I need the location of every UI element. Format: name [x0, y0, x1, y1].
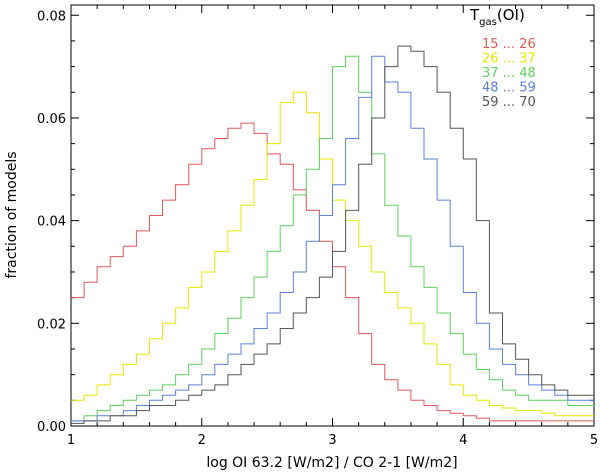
series-line-0: [71, 122, 594, 422]
legend-entry-high: 26: [519, 37, 536, 52]
legend-entry-separator: ...: [499, 37, 520, 52]
series-line-4: [71, 45, 594, 424]
legend-title-subscript: gas: [479, 17, 497, 28]
legend-entry-high: 48: [519, 66, 536, 81]
legend-title-main: T: [469, 6, 480, 24]
x-axis-ticks: 1 2 3 4 5: [67, 5, 598, 448]
legend-entry-3: 48 ... 59: [482, 81, 536, 96]
legend-entry-low: 15: [482, 37, 499, 52]
legend-entry-low: 59: [482, 95, 499, 110]
y-axis-title: fraction of models: [4, 151, 20, 278]
legend-entry-separator: ...: [499, 81, 520, 96]
y-tick-label: 0.08: [37, 9, 66, 24]
legend-entry-low: 37: [482, 66, 499, 81]
legend-entry-4: 59 ... 70: [482, 95, 536, 110]
series-line-3: [71, 55, 594, 422]
y-tick-label: 0.04: [37, 215, 66, 230]
x-tick-label: 4: [459, 433, 467, 448]
legend-entry-separator: ...: [499, 95, 520, 110]
legend-title-rest: (OI): [497, 6, 525, 24]
x-axis-title: log OI 63.2 [W/m2] / CO 2-1 [W/m2]: [206, 455, 457, 471]
series-layer: [71, 45, 594, 424]
x-tick-label: 5: [590, 433, 598, 448]
legend-title: Tgas(OI): [469, 6, 525, 28]
x-tick-label: 3: [328, 433, 336, 448]
legend-entry-separator: ...: [499, 52, 520, 67]
legend-entry-2: 37 ... 48: [482, 66, 536, 81]
series-line-2: [71, 55, 594, 422]
y-axis-ticks: 0.00 0.02 0.04 0.06 0.08: [37, 9, 594, 435]
y-tick-label: 0.00: [37, 420, 66, 435]
legend-entry-high: 37: [519, 52, 536, 67]
x-tick-label: 2: [198, 433, 206, 448]
legend-entry-separator: ...: [499, 66, 520, 81]
y-tick-label: 0.02: [37, 317, 66, 332]
legend-entry-low: 48: [482, 81, 499, 96]
x-tick-label: 1: [67, 433, 75, 448]
legend-entry-1: 26 ... 37: [482, 52, 536, 67]
legend-entry-high: 70: [519, 95, 536, 110]
legend-entry-0: 15 ... 26: [482, 37, 536, 52]
legend-entry-high: 59: [519, 81, 536, 96]
legend-entry-low: 26: [482, 52, 499, 67]
y-tick-label: 0.06: [37, 112, 66, 127]
